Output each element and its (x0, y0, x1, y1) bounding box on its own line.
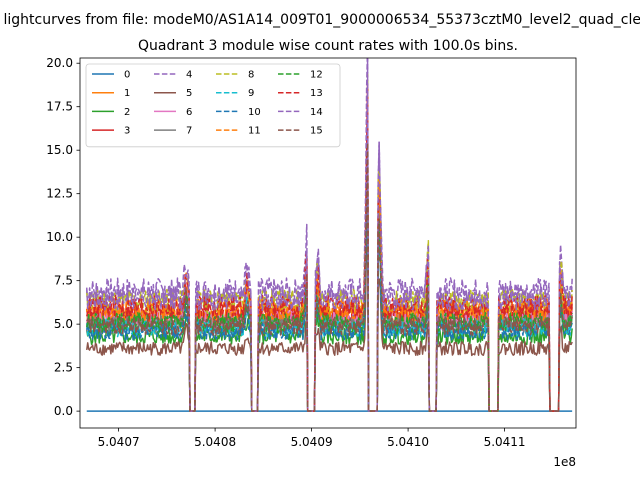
y-tick-label: 20.0 (46, 56, 73, 70)
series-line-15 (86, 142, 573, 412)
y-tick-label: 15.0 (46, 143, 73, 157)
y-tick-label: 17.5 (46, 100, 73, 114)
legend-label: 13 (310, 88, 323, 99)
y-tick-label: 7.5 (54, 274, 73, 288)
legend-label: 0 (124, 70, 130, 81)
y-tick-label: 5.0 (54, 317, 73, 331)
plot-title: Quadrant 3 module wise count rates with … (138, 38, 518, 54)
x-tick-label: 5.0408 (194, 435, 236, 449)
series-line-14 (86, 58, 573, 412)
series-line-12 (86, 133, 573, 412)
legend-label: 3 (124, 126, 130, 137)
legend-label: 6 (186, 107, 192, 118)
suptitle: Plot of lightcurves from file: modeM0/AS… (0, 12, 640, 28)
x-offset-label: 1e8 (553, 455, 576, 469)
legend-label: 14 (310, 107, 323, 118)
y-tick-label: 12.5 (46, 187, 73, 201)
legend-label: 5 (186, 88, 192, 99)
y-tick-label: 10.0 (46, 230, 73, 244)
plot-frame (79, 57, 577, 429)
y-tick-label: 2.5 (54, 361, 73, 375)
legend-label: 8 (248, 70, 254, 81)
y-tick-label: 0.0 (54, 404, 73, 418)
legend-label: 15 (310, 126, 323, 137)
x-tick-label: 5.0410 (387, 435, 429, 449)
legend-label: 4 (186, 70, 192, 81)
series-layer (86, 58, 573, 412)
x-tick-label: 5.0409 (291, 435, 333, 449)
legend-label: 1 (124, 88, 130, 99)
y-axis: 0.0 2.5 5.0 7.5 10.0 12.5 15.0 17.5 20.0 (46, 56, 80, 418)
legend-label: 9 (248, 88, 254, 99)
legend-label: 7 (186, 126, 192, 137)
x-tick-label: 5.0411 (484, 435, 526, 449)
legend-label: 10 (248, 107, 261, 118)
legend-frame (85, 63, 341, 148)
x-axis: 5.0407 5.0408 5.0409 5.0410 5.0411 (98, 428, 526, 449)
legend-label: 2 (124, 107, 130, 118)
x-tick-label: 5.0407 (98, 435, 140, 449)
legend-label: 11 (248, 126, 261, 137)
legend-label: 12 (310, 70, 323, 81)
